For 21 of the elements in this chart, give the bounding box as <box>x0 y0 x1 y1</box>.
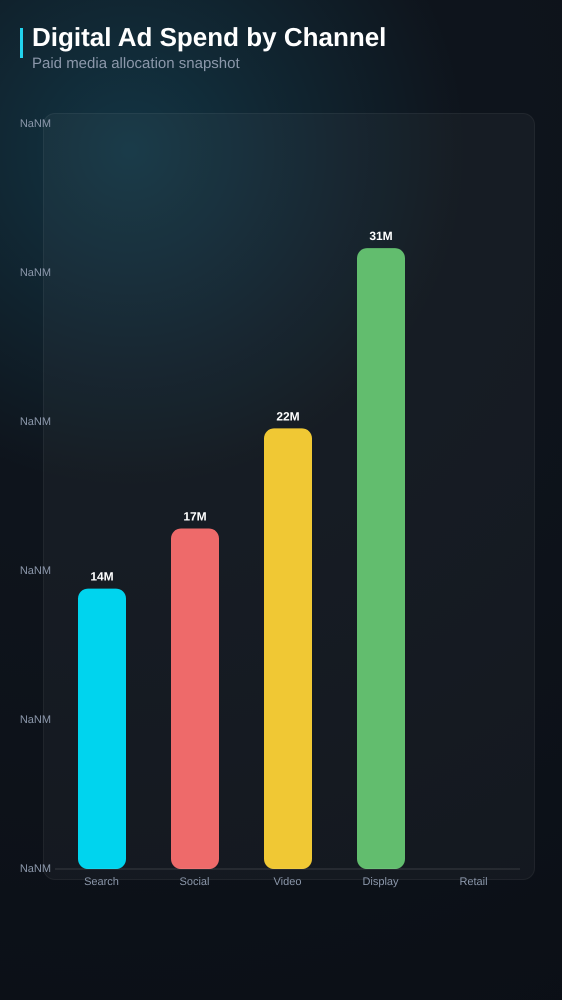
chart-title: Digital Ad Spend by Channel <box>32 22 386 53</box>
bar <box>171 528 219 869</box>
x-tick-label: Display <box>362 876 400 888</box>
text: NaNM <box>18 713 51 727</box>
text: NaNM <box>18 117 51 131</box>
bar <box>264 428 312 869</box>
chart-subtitle: Paid media allocation snapshot <box>32 55 240 72</box>
data-label: 31M <box>369 229 393 244</box>
x-tick-label: Video <box>274 876 302 888</box>
text: NaNM <box>18 564 51 578</box>
bar <box>357 248 405 869</box>
bar <box>78 588 126 869</box>
text: NaNM <box>18 266 51 280</box>
data-label: 22M <box>276 409 300 424</box>
text: NaNM <box>18 862 51 876</box>
x-tick-label: Social <box>180 876 210 888</box>
x-tick-label: Search <box>84 876 119 888</box>
x-tick-label: Retail <box>459 876 488 888</box>
text: NaNM <box>18 415 51 429</box>
data-label: 17M <box>183 510 207 524</box>
data-label: 14M <box>90 570 114 584</box>
